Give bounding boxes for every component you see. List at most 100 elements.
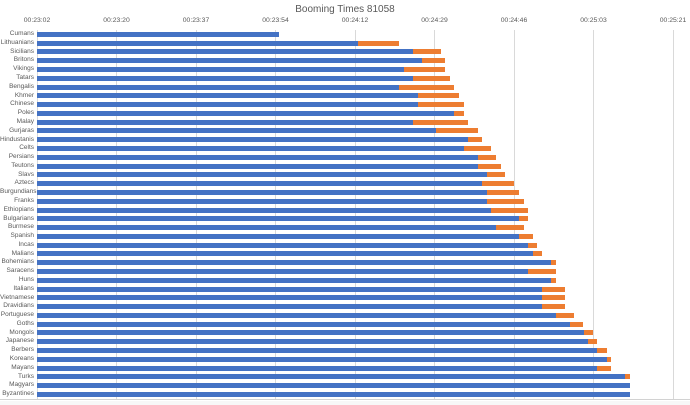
gridline	[593, 30, 594, 399]
bar-segment-blue	[37, 251, 533, 257]
bar-row: Turks	[0, 372, 674, 381]
bar-row: Malay	[0, 118, 674, 127]
bar-segment-orange	[528, 268, 556, 274]
bar-track	[37, 118, 674, 127]
bar-track	[37, 188, 674, 197]
bar-track	[37, 223, 674, 232]
stacked-bar	[37, 304, 674, 310]
bar-segment-blue	[37, 207, 492, 213]
bar-segment-orange	[454, 110, 464, 116]
category-label: Britons	[13, 56, 34, 64]
bar-track	[37, 372, 674, 381]
x-axis-tick-label: 00:24:46	[500, 17, 528, 24]
stacked-bar	[37, 321, 674, 327]
stacked-bar	[37, 31, 674, 37]
bar-segment-orange	[528, 242, 538, 248]
stacked-bar	[37, 189, 674, 195]
stacked-bar	[37, 365, 674, 371]
bar-segment-blue	[37, 49, 413, 55]
stacked-bar	[37, 295, 674, 301]
bar-segment-orange	[413, 49, 441, 55]
bar-segment-orange	[518, 216, 529, 222]
bar-track	[37, 267, 674, 276]
bar-segment-blue	[37, 31, 280, 37]
bar-segment-blue	[37, 93, 418, 99]
stacked-bar	[37, 110, 674, 116]
bar-track	[37, 153, 674, 162]
category-label: Sicilians	[10, 47, 34, 55]
bar-segment-blue	[37, 374, 625, 380]
bar-segment-blue	[37, 356, 607, 362]
bar-row: Britons	[0, 56, 674, 65]
bar-segment-blue	[37, 189, 487, 195]
category-label: Portuguese	[0, 311, 34, 319]
bar-segment-blue	[37, 260, 552, 266]
bar-segment-orange	[583, 330, 593, 336]
bar-row: Gurjaras	[0, 127, 674, 136]
category-label: Mayans	[11, 363, 34, 371]
bar-segment-blue	[37, 268, 529, 274]
stacked-bar	[37, 374, 674, 380]
gridline	[672, 30, 674, 399]
stacked-bar	[37, 339, 674, 345]
window-bottom-edge	[0, 401, 690, 405]
bar-track	[37, 232, 674, 241]
bar-segment-blue	[37, 163, 478, 169]
bar-track	[37, 197, 674, 206]
bar-segment-blue	[37, 110, 455, 116]
bar-row: Berbers	[0, 346, 674, 355]
bar-row: Spanish	[0, 232, 674, 241]
gridline	[116, 30, 117, 399]
bar-segment-orange	[569, 321, 584, 327]
gridline	[513, 30, 515, 399]
stacked-bar	[37, 93, 674, 99]
bar-segment-blue	[37, 198, 487, 204]
bar-segment-orange	[403, 67, 446, 73]
x-axis-tick-label: 00:25:21	[659, 17, 687, 24]
bar-row: Tatars	[0, 74, 674, 83]
bar-track	[37, 285, 674, 294]
bar-row: Japanese	[0, 337, 674, 346]
bar-track	[37, 276, 674, 285]
category-label: Huns	[18, 276, 34, 284]
bar-row: Mongols	[0, 329, 674, 338]
bar-segment-orange	[491, 207, 529, 213]
bar-segment-orange	[422, 58, 446, 64]
bar-segment-blue	[37, 304, 543, 310]
category-label: Aztecs	[14, 179, 34, 187]
bar-row: Celts	[0, 144, 674, 153]
x-axis-tick-label: 00:23:20	[103, 17, 130, 24]
bar-segment-blue	[37, 391, 630, 397]
bar-segment-orange	[399, 84, 455, 90]
category-label: Dravidians	[3, 302, 34, 310]
bar-row: Incas	[0, 241, 674, 250]
bar-track	[37, 346, 674, 355]
bar-track	[37, 241, 674, 250]
bar-segment-orange	[357, 40, 400, 46]
bar-row: Cumans	[0, 30, 674, 39]
bar-track	[37, 302, 674, 311]
bar-track	[37, 56, 674, 65]
stacked-bar	[37, 40, 674, 46]
stacked-bar	[37, 128, 674, 134]
bar-row: Vietnamese	[0, 293, 674, 302]
stacked-bar	[37, 49, 674, 55]
stacked-bar	[37, 67, 674, 73]
bar-segment-blue	[37, 128, 437, 134]
x-axis-tick-label: 00:23:37	[182, 17, 210, 24]
category-label: Malay	[16, 117, 34, 125]
bar-segment-orange	[551, 277, 556, 283]
bar-segment-orange	[477, 154, 496, 160]
gridline	[354, 30, 356, 399]
gridline	[275, 30, 276, 399]
category-label: Mongols	[9, 328, 34, 336]
bar-track	[37, 171, 674, 180]
bar-track	[37, 39, 674, 48]
category-label: Cumans	[9, 30, 34, 38]
stacked-bar	[37, 119, 674, 125]
bar-row: Sicilians	[0, 48, 674, 57]
bar-row: Byzantines	[0, 390, 674, 399]
category-label: Tatars	[16, 74, 34, 82]
stacked-bar	[37, 146, 674, 152]
category-label: Persians	[8, 153, 34, 161]
